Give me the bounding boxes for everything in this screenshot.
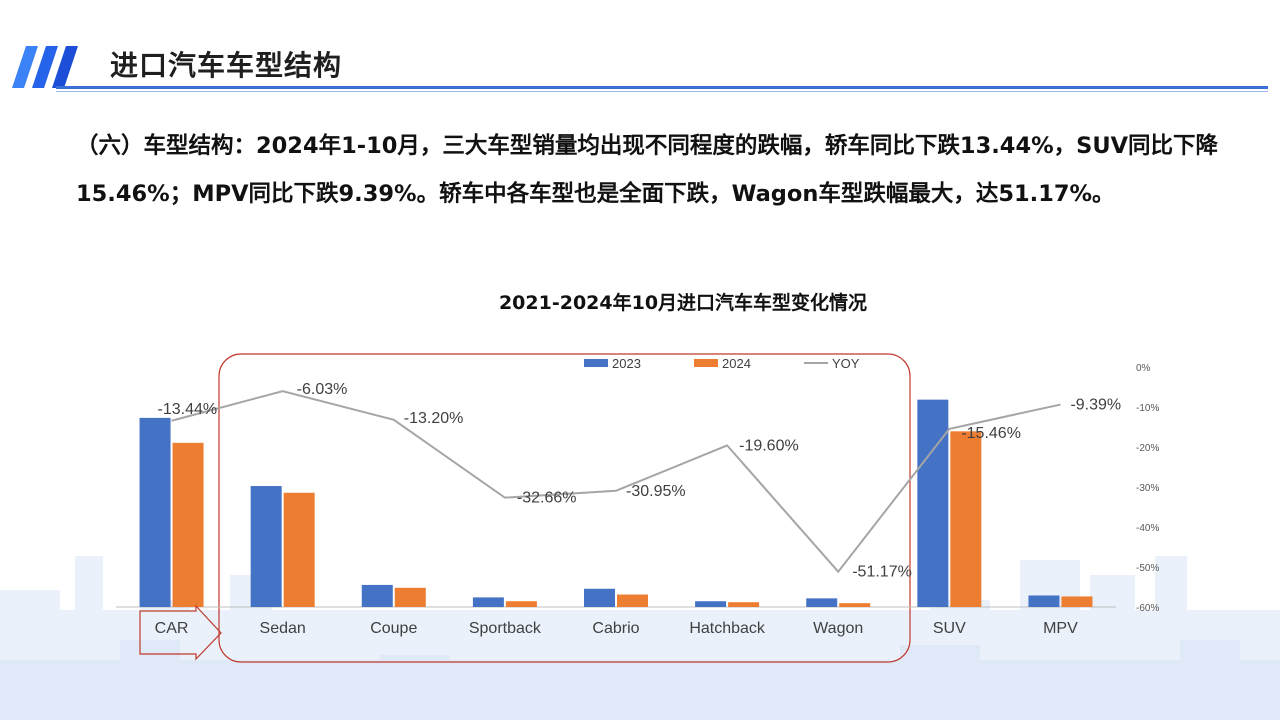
data-label-Hatchback: -19.60% bbox=[739, 437, 799, 454]
legend-label-YOY: YOY bbox=[832, 356, 860, 371]
bar-2024-Wagon bbox=[839, 603, 871, 607]
bar-2023-Coupe bbox=[361, 584, 393, 607]
y2-tick-label: -50% bbox=[1136, 563, 1159, 574]
title-underline-thin bbox=[56, 91, 1268, 92]
bar-2023-SUV bbox=[917, 399, 949, 607]
bar-2024-Sportback bbox=[505, 601, 537, 607]
page-title: 进口汽车车型结构 bbox=[110, 49, 343, 82]
x-tick-label-CAR: CAR bbox=[155, 620, 189, 637]
x-tick-label-Cabrio: Cabrio bbox=[592, 620, 639, 637]
legend-swatch-2024 bbox=[694, 359, 718, 367]
summary-paragraph: （六）车型结构：2024年1-10月，三大车型销量均出现不同程度的跌幅，轿车同比… bbox=[76, 133, 1219, 207]
x-tick-label-Coupe: Coupe bbox=[370, 620, 417, 637]
legend-label-2023: 2023 bbox=[612, 356, 641, 371]
data-label-CAR: -13.44% bbox=[158, 401, 218, 418]
bar-2023-Sedan bbox=[250, 486, 282, 607]
y2-tick-label: -30% bbox=[1136, 483, 1159, 494]
bar-2023-CAR bbox=[139, 417, 171, 607]
bar-2023-Sportback bbox=[472, 597, 504, 607]
y2-tick-label: 0% bbox=[1136, 363, 1151, 374]
legend-swatch-2023 bbox=[584, 359, 608, 367]
y2-tick-label: -20% bbox=[1136, 443, 1159, 454]
x-tick-label-Wagon: Wagon bbox=[813, 620, 863, 637]
bar-2023-Hatchback bbox=[695, 601, 727, 607]
y2-tick-label: -60% bbox=[1136, 603, 1159, 614]
legend-label-2024: 2024 bbox=[722, 356, 751, 371]
bar-2024-Cabrio bbox=[617, 594, 648, 607]
bar-2024-Sedan bbox=[283, 492, 315, 607]
title-underline bbox=[56, 86, 1268, 89]
y2-tick-label: -40% bbox=[1136, 523, 1159, 534]
data-label-SUV: -15.46% bbox=[961, 425, 1021, 442]
bar-2024-MPV bbox=[1061, 596, 1093, 607]
data-label-Sedan: -6.03% bbox=[297, 381, 348, 398]
data-label-Wagon: -51.17% bbox=[852, 564, 912, 581]
arrow-icon bbox=[139, 604, 222, 661]
bar-2024-Hatchback bbox=[728, 602, 760, 607]
bar-2023-Cabrio bbox=[584, 588, 615, 607]
bar-2023-MPV bbox=[1028, 595, 1060, 607]
x-tick-label-Sportback: Sportback bbox=[469, 620, 542, 637]
bar-2023-Wagon bbox=[806, 598, 838, 607]
y2-tick-label: -10% bbox=[1136, 403, 1159, 414]
x-tick-label-MPV: MPV bbox=[1043, 620, 1078, 637]
title-stripes-icon bbox=[12, 46, 78, 88]
header: 进口汽车车型结构 bbox=[0, 0, 1280, 100]
chart-title: 2021-2024年10月进口汽车车型变化情况 bbox=[498, 292, 868, 314]
data-label-Sportback: -32.66% bbox=[517, 490, 577, 507]
highlight-box bbox=[218, 353, 911, 663]
x-tick-label-SUV: SUV bbox=[933, 620, 966, 637]
x-tick-label-Hatchback: Hatchback bbox=[689, 620, 766, 637]
yoy-line bbox=[171, 390, 1061, 574]
bar-2024-CAR bbox=[172, 442, 204, 607]
data-label-Coupe: -13.20% bbox=[404, 410, 464, 427]
x-tick-label-Sedan: Sedan bbox=[260, 620, 306, 637]
data-label-Cabrio: -30.95% bbox=[626, 483, 686, 500]
bar-2024-SUV bbox=[950, 431, 982, 607]
data-label-MPV: -9.39% bbox=[1070, 397, 1121, 414]
bar-2024-Coupe bbox=[394, 587, 426, 607]
